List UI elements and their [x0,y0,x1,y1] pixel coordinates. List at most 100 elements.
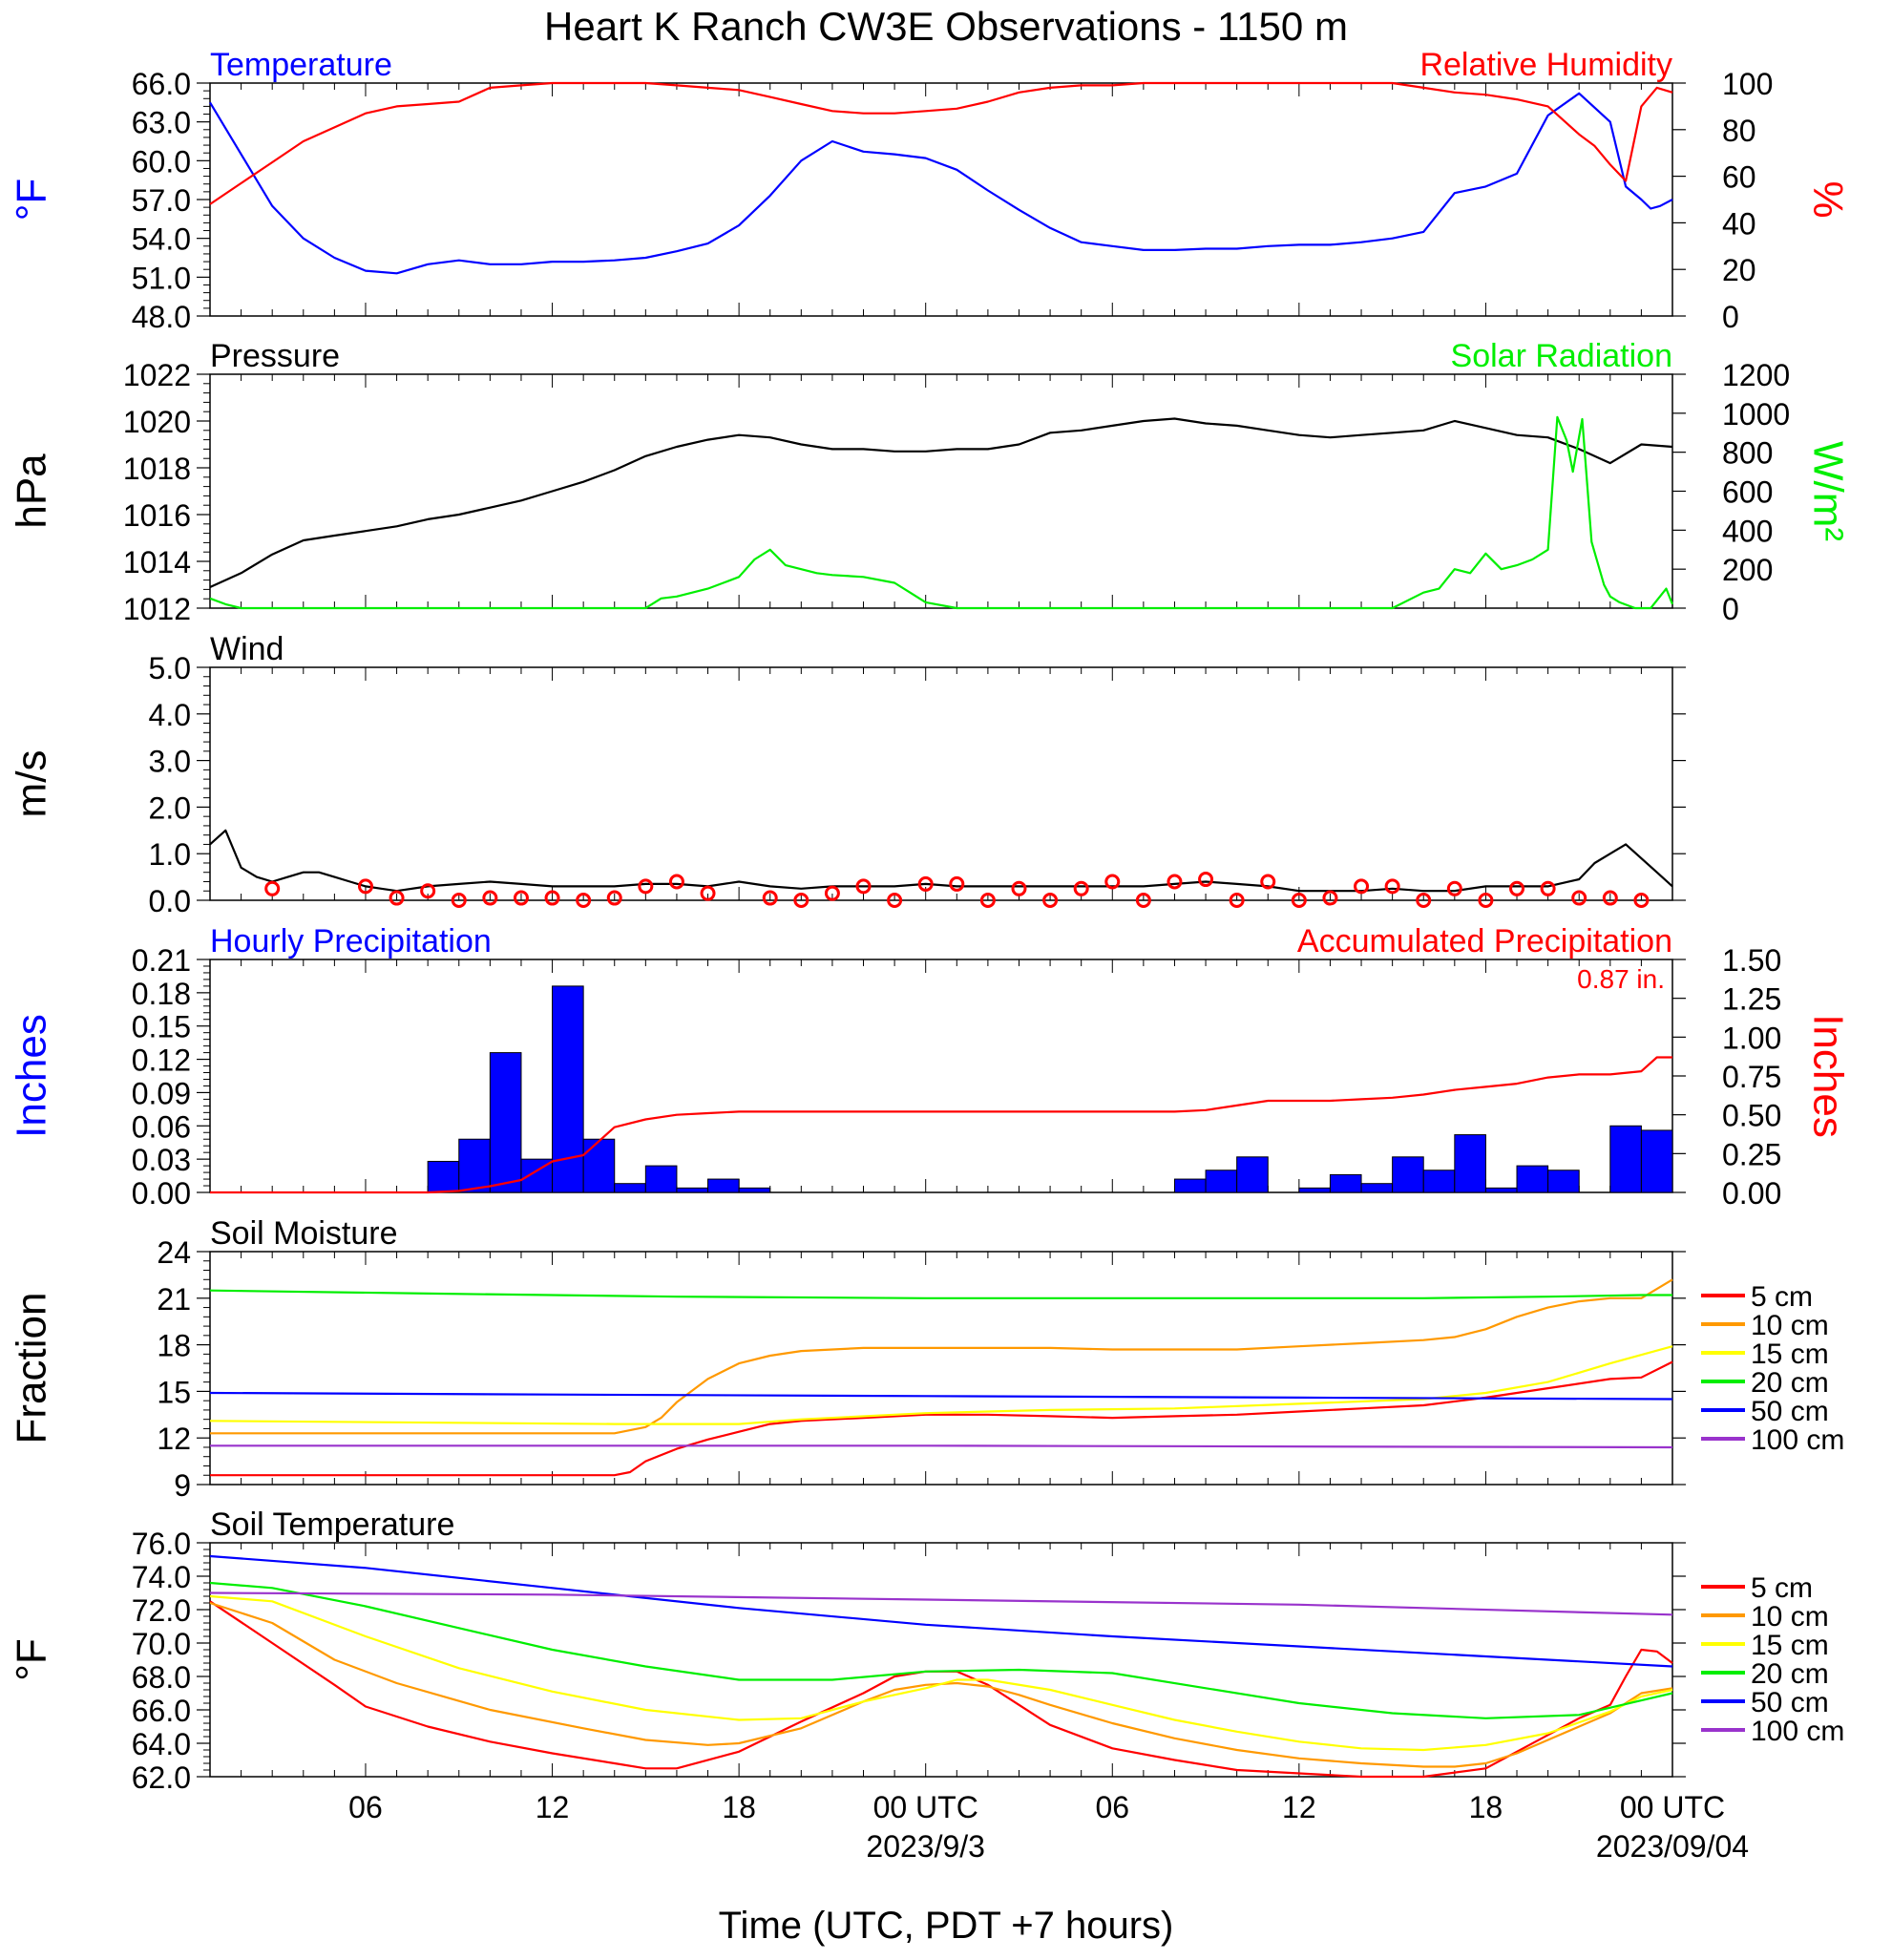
panel-title-left: Soil Moisture [210,1215,398,1252]
precip-bar [1609,1125,1642,1193]
y-tick-label-right: 1.50 [1722,943,1781,978]
wind-marker [1354,878,1370,895]
legend-label: 20 cm [1751,1658,1829,1690]
x-tick-label: 12 [1282,1790,1316,1824]
y-tick-label-left: 18 [157,1329,191,1363]
x-date-label: 2023/09/04 [1596,1829,1749,1864]
precip-bar [1454,1134,1486,1193]
wind-marker [824,885,840,901]
wind-marker [638,878,654,895]
panel-title-right: Solar Radiation [1451,338,1672,374]
y-tick-label-left: 60.0 [132,144,191,179]
y-tick-label-right: 200 [1722,553,1773,587]
y-tick-label-left: 1016 [123,498,191,533]
wind-marker [700,885,716,901]
series-line-20-cm [209,1581,1673,1719]
wind-marker [1229,893,1245,908]
legend-label: 10 cm [1751,1601,1829,1633]
y-tick-label-right: 0.50 [1722,1099,1781,1133]
y-axis-label-right: W/m² [1804,441,1851,541]
y-tick-label-right: 0 [1722,592,1739,626]
y-tick-label-left: 57.0 [132,183,191,218]
legend-label: 50 cm [1751,1687,1829,1718]
y-tick-label-left: 0.00 [132,1176,191,1211]
series-line-100-cm [210,1444,1673,1449]
precip-bar [738,1187,771,1193]
y-tick-label-left: 63.0 [132,106,191,140]
precip-bar [1205,1170,1238,1193]
series-line-pressure [209,417,1673,589]
precip-bar [1298,1187,1331,1193]
panel-title-left: Hourly Precipitation [210,923,492,959]
wind-marker [1446,880,1462,896]
y-tick-label-left: 0.21 [132,943,191,978]
series-line-100-cm [209,1591,1673,1616]
wind-marker [1602,890,1618,906]
wind-marker [1167,874,1183,890]
y-tick-label-left: 0.18 [132,977,191,1011]
y-tick-label-left: 0.09 [132,1076,191,1110]
series-line-20-cm [209,1289,1672,1299]
y-tick-label-right: 800 [1722,436,1773,471]
series-line-solar-radiation [209,415,1674,610]
legend-label: 50 cm [1751,1396,1829,1427]
panel-soil_temp: 62.064.066.068.070.072.074.076.0 Soil Tem… [9,1507,1845,1795]
y-tick-label-left: 1.0 [149,837,191,872]
y-tick-label-left: 24 [157,1235,191,1270]
precip-bar [1173,1178,1207,1193]
legend-label: 10 cm [1751,1310,1829,1341]
y-tick-label-left: 0.03 [132,1143,191,1177]
panel-frame [209,1251,1673,1486]
wind-marker [1135,893,1151,908]
x-tick-label: 12 [536,1790,570,1824]
y-tick-label-left: 21 [157,1282,191,1317]
wind-marker [1104,874,1121,890]
panel-title-left: Soil Temperature [210,1507,454,1543]
wind-marker [1042,893,1059,908]
panel-wind: 0.0 1.0 2.0 3.0 4.0 5.0 Wind m/s [9,631,1686,918]
wind-marker [1509,880,1525,896]
legend-label: 100 cm [1751,1424,1844,1456]
y-tick-label-right: 80 [1722,114,1756,148]
y-axis-label-left-group: °F [9,179,55,221]
y-tick-label-right: 1200 [1722,358,1790,392]
legend-label: 100 cm [1751,1716,1844,1747]
wind-marker [855,878,872,895]
panel-frame [209,666,1673,901]
precip-bar [1640,1129,1673,1193]
wind-marker [979,893,996,908]
y-tick-label-left: 66.0 [132,1694,191,1728]
y-tick-label-left: 62.0 [132,1760,191,1795]
panel-frame [209,373,1673,609]
legend-label: 20 cm [1751,1367,1829,1399]
precip-bar [1484,1187,1518,1193]
wind-marker [482,890,498,906]
precip-bar [1360,1183,1394,1193]
series-line-50-cm [209,1554,1673,1668]
y-tick-label-right: 0.25 [1722,1137,1781,1171]
wind-marker [793,893,809,908]
y-tick-label-right: 0.75 [1722,1060,1781,1094]
wind-marker [762,890,778,906]
panel-title-left: Pressure [210,338,340,374]
wind-marker [1384,878,1400,895]
x-tick-label: 18 [722,1790,756,1824]
panel-title-left: Temperature [210,47,392,83]
wind-marker [1571,890,1587,906]
y-tick-label-left: 51.0 [132,261,191,295]
y-axis-label-left-group: hPa [9,453,55,529]
series-line-5-cm [210,1360,1673,1477]
y-tick-label-left: 48.0 [132,300,191,334]
y-tick-label-right: 1000 [1722,397,1790,432]
y-tick-label-left: 68.0 [132,1660,191,1695]
x-axis-title: Time (UTC, PDT +7 hours) [719,1905,1174,1947]
precip-bar [707,1178,740,1193]
wind-marker [264,880,281,896]
y-tick-label-right: 60 [1722,160,1756,195]
wind-marker [668,874,684,890]
series-line-relative-humidity [209,81,1673,205]
legend-label: 5 cm [1751,1572,1813,1604]
y-tick-label-left: 0.06 [132,1109,191,1144]
y-axis-label-left: m/s [9,750,55,818]
y-tick-label-right: 20 [1722,253,1756,287]
